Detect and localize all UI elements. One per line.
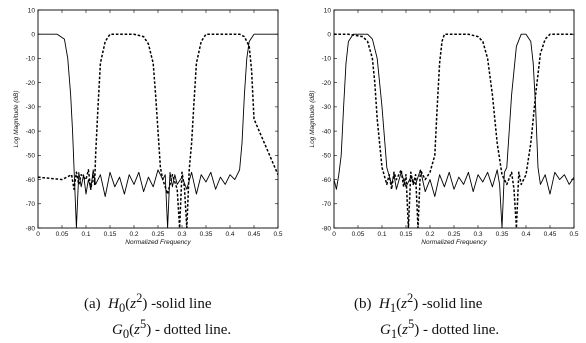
caption-b-desc: -solid line: [421, 296, 483, 312]
ytick-label-b-9: -80: [322, 225, 332, 232]
caption-b-sup: 2: [406, 291, 414, 305]
ytick-label-b-0: 10: [324, 7, 332, 14]
xtick-label-a-2: 0.1: [81, 231, 90, 238]
ytick-label-a-3: -20: [26, 80, 36, 87]
series-solid-a: [38, 33, 278, 228]
ytick-label-b-5: -40: [322, 128, 332, 135]
ytick-label-a-1: 0: [31, 32, 35, 39]
caption-a-arg2: z: [134, 322, 140, 338]
caption-a-label: (a): [84, 296, 101, 312]
series-dotted-a: [38, 33, 278, 228]
series-solid-b: [334, 33, 574, 228]
xtick-label-b-1: 0.05: [352, 231, 365, 238]
xtick-label-a-9: 0.45: [248, 231, 261, 238]
xtick-label-b-10: 0.5: [569, 231, 578, 238]
xtick-label-a-8: 0.4: [225, 231, 234, 238]
caption-a-sub: 0: [119, 301, 126, 315]
ytick-label-b-7: -60: [322, 177, 332, 184]
xtick-label-a-7: 0.35: [200, 231, 213, 238]
xtick-label-a-3: 0.15: [104, 231, 117, 238]
caption-b-desc2: - dotted line.: [422, 322, 500, 338]
xtick-label-a-1: 0.05: [56, 231, 69, 238]
xlabel-a: Normalized Frequency: [125, 239, 191, 246]
xtick-label-b-4: 0.2: [425, 231, 434, 238]
ytick-label-b-8: -70: [322, 201, 332, 208]
ytick-label-a-2: -10: [26, 56, 36, 63]
caption-a-var2: G: [112, 322, 123, 338]
caption-b-line2: G1(z5) - dotted line.: [380, 317, 500, 341]
caption-b-arg: z: [401, 296, 407, 312]
xtick-label-b-9: 0.45: [544, 231, 557, 238]
xtick-label-a-5: 0.25: [152, 231, 165, 238]
caption-a-line1: (a) H0(z2) -solid line: [84, 291, 212, 315]
series-dotted-b: [334, 33, 574, 228]
ytick-label-b-6: -50: [322, 153, 332, 160]
xtick-label-b-2: 0.1: [377, 231, 386, 238]
caption-b-var2: G: [380, 322, 391, 338]
caption-b-sup2: 5: [407, 317, 415, 331]
xtick-label-b-7: 0.35: [496, 231, 509, 238]
caption-a-arg: z: [130, 296, 137, 312]
caption-b-line1: (b) H1(z2) -solid line: [354, 291, 483, 315]
xtick-label-b-6: 0.3: [473, 231, 482, 238]
ytick-label-b-1: 0: [327, 32, 331, 39]
caption-b-label: (b): [354, 296, 372, 312]
xtick-label-b-0: 0: [332, 231, 336, 238]
caption-a-sub2: 0: [122, 327, 130, 341]
xtick-label-a-0: 0: [36, 231, 40, 238]
xtick-label-a-4: 0.2: [129, 231, 138, 238]
ytick-label-a-4: -30: [26, 104, 36, 111]
ytick-label-b-3: -20: [322, 80, 332, 87]
ylabel-a: Log Magnitude (dB): [13, 90, 20, 147]
xlabel-b: Normalized Frequency: [421, 239, 487, 246]
ytick-label-a-5: -40: [26, 128, 36, 135]
ylabel-b: Log Magnitude (dB): [309, 90, 316, 147]
xtick-label-b-5: 0.25: [448, 231, 461, 238]
caption-a-sup: 2: [136, 291, 143, 305]
caption-b-var: H: [379, 296, 390, 312]
caption-b-sub: 1: [389, 301, 397, 315]
plot-frame-a: [37, 9, 279, 229]
ytick-label-b-4: -30: [322, 104, 332, 111]
caption-a-line2: G0(z5) - dotted line.: [112, 317, 232, 341]
xtick-label-b-3: 0.15: [400, 231, 413, 238]
caption-b-arg2: z: [402, 322, 408, 338]
plot-frame-b: [333, 9, 575, 229]
caption-b-sub2: 1: [390, 327, 398, 341]
caption-a-sup2: 5: [139, 317, 147, 331]
chart-a: 100-10-20-30-40-50-60-70-800 0.05 0.1 0.15 0…: [13, 7, 283, 246]
ytick-label-a-7: -60: [26, 177, 36, 184]
xtick-label-a-6: 0.3: [177, 231, 186, 238]
ytick-label-a-8: -70: [26, 201, 36, 208]
ytick-label-a-9: -80: [26, 225, 36, 232]
caption-a-desc: -solid line: [151, 296, 212, 312]
caption-a-var: H: [108, 296, 119, 312]
ytick-label-b-2: -10: [322, 56, 332, 63]
ytick-label-a-0: 10: [28, 7, 36, 14]
caption-a-desc2: - dotted line.: [154, 322, 232, 338]
ytick-label-a-6: -50: [26, 153, 36, 160]
xtick-label-b-8: 0.4: [521, 231, 530, 238]
chart-b: 100-10-20-30-40-50-60-70-800 0.05 0.1 0.15 0…: [309, 7, 579, 246]
xtick-label-a-10: 0.5: [273, 231, 282, 238]
